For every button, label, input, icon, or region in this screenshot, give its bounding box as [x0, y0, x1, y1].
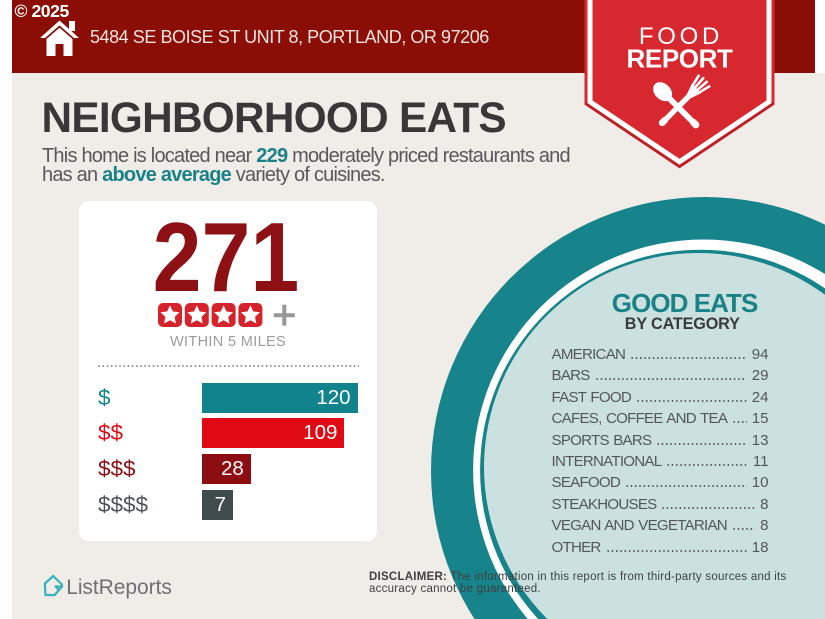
svg-text:FOOD: FOOD [639, 23, 723, 50]
svg-text:REPORT: REPORT [627, 44, 733, 74]
